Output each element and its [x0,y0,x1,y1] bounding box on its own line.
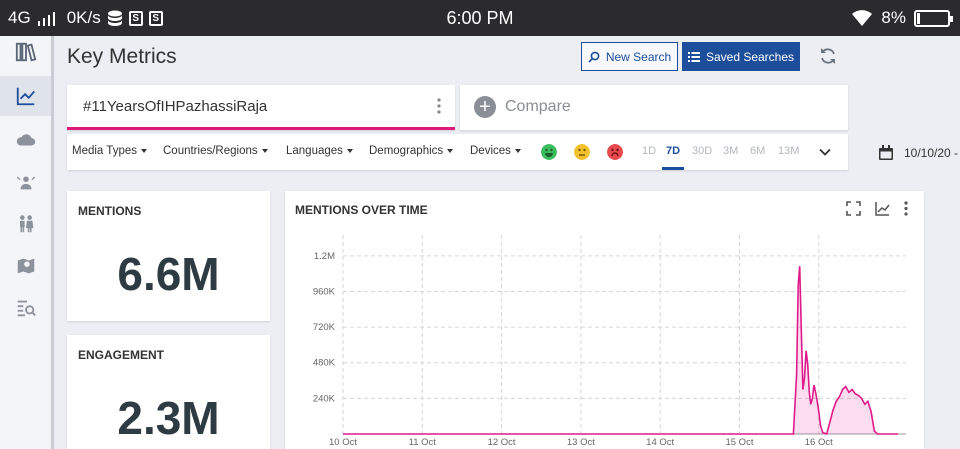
more-options-icon[interactable] [904,201,908,216]
refresh-button[interactable] [818,46,838,71]
series-area [343,266,899,434]
plus-icon: + [474,96,496,118]
x-tick-label: 15 Oct [725,437,753,448]
filter-countries[interactable]: Countries/Regions [163,145,268,157]
chevron-down-icon[interactable] [818,145,832,159]
mentions-over-time-card: 1.2M 960K 720K 480K 240K 10 Oct 11 Oct 12 Oct 13… [285,191,924,449]
x-tick-label: 16 Oct [805,437,833,448]
range-7d[interactable]: 7D [666,145,681,157]
refresh-icon [821,48,835,64]
y-tick-label: 960K [313,286,336,297]
sidebar-item-trends[interactable] [0,76,51,116]
speed-label: 0K/s [66,8,101,27]
y-tick-label: 480K [313,358,336,369]
range-13m[interactable]: 13M [778,145,800,157]
search-list-icon [17,300,36,317]
saved-searches-button[interactable]: Saved Searches [682,42,800,71]
filter-label: Demographics [369,145,444,157]
range-1d[interactable]: 1D [642,145,657,157]
caret-down-icon [514,148,521,153]
neutral-sentiment-icon[interactable] [574,144,590,160]
filter-languages[interactable]: Languages [286,145,353,157]
caret-down-icon [346,148,353,153]
fullscreen-icon[interactable] [846,201,861,216]
x-tick-label: 10 Oct [329,437,357,448]
engagement-title: ENGAGEMENT [78,348,165,362]
date-range-label: 10/10/20 - [904,146,959,160]
sidebar-item-influencers[interactable] [0,162,51,202]
sidebar-item-map[interactable] [0,246,51,286]
filter-bar: Media Types Countries/Regions Languages … [67,134,848,170]
compare-label: Compare [505,98,571,115]
map-icon [17,258,34,274]
mentions-chart: 1.2M 960K 720K 480K 240K 10 Oct 11 Oct 12 Oct 13… [313,235,906,448]
range-6m[interactable]: 6M [750,145,766,157]
series-line [343,266,899,436]
search-query-text: #11YearsOfIHPazhassiRaja [83,98,268,115]
mentions-card: MENTIONS 6.6M [67,191,270,321]
engagement-value: 2.3M [117,392,220,444]
caret-down-icon [261,148,268,153]
sidebar-item-library[interactable] [0,32,51,72]
selected-range-indicator [662,167,684,170]
x-tick-label: 14 Oct [646,437,674,448]
positive-sentiment-icon[interactable] [541,144,557,160]
wifi-icon [852,9,873,26]
engagement-card: ENGAGEMENT 2.3M [67,335,270,449]
calendar-icon [879,145,893,160]
filter-devices[interactable]: Devices [470,145,521,157]
sidebar [0,36,54,449]
search-query-card[interactable]: #11YearsOfIHPazhassiRaja [67,85,455,130]
status-bar: 4G 0K/s S S 6:00 PM 8% [0,0,960,36]
new-search-button[interactable]: New Search [581,42,678,71]
filter-label: Languages [286,145,343,157]
cloud-icon [16,134,35,146]
people-icon [19,215,33,233]
date-range-picker[interactable]: 10/10/20 - [878,145,958,161]
range-30d[interactable]: 30D [692,145,713,157]
influencer-icon [16,176,35,190]
battery-icon [914,9,953,27]
line-chart-icon[interactable] [875,201,890,216]
y-tick-label: 240K [313,393,336,404]
sidebar-item-demographics[interactable] [0,204,51,244]
x-tick-label: 12 Oct [488,437,516,448]
y-tick-label: 720K [313,322,336,333]
sidebar-item-cloud[interactable] [0,120,51,160]
caret-down-icon [141,148,147,153]
saved-searches-label: Saved Searches [705,49,795,64]
database-icon [107,10,122,26]
clock: 6:00 PM [446,8,514,28]
page-title: Key Metrics [67,45,177,68]
search-icon [588,51,600,63]
compare-card[interactable]: + Compare [460,85,848,130]
signal-icon [37,11,55,26]
y-tick-label: 1.2M [314,251,335,262]
network-label: 4G [8,8,31,27]
caret-down-icon [447,148,454,153]
x-tick-label: 13 Oct [567,437,595,448]
filter-label: Devices [470,145,511,157]
sidebar-item-search-list[interactable] [0,288,51,328]
range-3m[interactable]: 3M [723,145,739,157]
filter-demographics[interactable]: Demographics [369,145,454,157]
library-icon [15,42,36,62]
mentions-value: 6.6M [117,248,220,300]
filter-label: Media Types [72,145,137,157]
filter-media-types[interactable]: Media Types [72,145,147,157]
more-options-icon[interactable] [437,98,441,114]
list-icon [687,51,700,62]
mentions-title: MENTIONS [78,204,142,218]
new-search-label: New Search [605,49,672,64]
chart-title: MENTIONS OVER TIME [295,203,428,217]
negative-sentiment-icon[interactable] [607,144,623,160]
filter-label: Countries/Regions [163,145,258,157]
trend-chart-icon [16,87,35,106]
app-notification-icon: S [128,10,143,26]
app-notification-icon: S [148,10,163,26]
battery-percent: 8% [881,8,906,27]
x-tick-label: 11 Oct [409,437,437,448]
